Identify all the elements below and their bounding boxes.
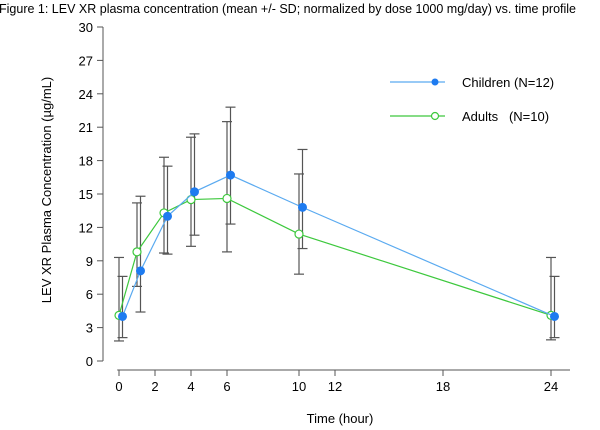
y-tick-label: 15 — [79, 187, 93, 202]
legend: Children (N=12) Adults (N=10) — [390, 75, 554, 124]
legend-item-adults: Adults (N=10) — [390, 109, 549, 124]
data-point-adults — [132, 247, 142, 257]
data-point-children — [118, 311, 127, 321]
x-tick-label: 2 — [151, 379, 158, 394]
data-point-children — [298, 202, 307, 212]
y-axis-label: LEV XR Plasma Concentration (µg/mL) — [39, 77, 54, 303]
data-point-adults — [222, 193, 232, 204]
y-tick-label: 9 — [86, 254, 93, 269]
data-point-children — [163, 211, 172, 221]
x-tick-label: 24 — [544, 379, 558, 394]
data-point-adults — [294, 229, 304, 239]
y-axis: 0 3 6 9 12 15 18 21 24 27 30 — [79, 20, 104, 369]
legend-label-adults: Adults (N=10) — [462, 109, 549, 124]
x-axis: 0 2 4 6 10 12 18 24 — [115, 369, 570, 394]
y-tick-label: 24 — [79, 87, 93, 102]
legend-marker-children — [431, 78, 439, 86]
y-tick-label: 18 — [79, 154, 93, 169]
legend-label-children: Children (N=12) — [462, 75, 554, 90]
error-bars-adults — [114, 121, 556, 342]
x-tick-label: 12 — [328, 379, 342, 394]
plot-area — [114, 106, 560, 342]
y-tick-label: 12 — [79, 220, 93, 235]
y-tick-label: 6 — [86, 287, 93, 302]
y-tick-label: 0 — [86, 354, 93, 369]
y-tick-label: 30 — [79, 20, 93, 35]
x-axis-label: Time (hour) — [307, 411, 374, 426]
y-tick-label: 3 — [86, 321, 93, 336]
x-tick-label: 4 — [187, 379, 194, 394]
y-tick-label: 21 — [79, 120, 93, 135]
legend-marker-adults — [430, 111, 440, 121]
data-point-children — [226, 170, 235, 180]
data-point-children — [136, 266, 145, 276]
x-tick-label: 0 — [115, 379, 122, 394]
series-line-adults — [118, 197, 552, 316]
data-point-children — [550, 311, 559, 321]
x-tick-label: 18 — [436, 379, 450, 394]
x-tick-label: 6 — [223, 379, 230, 394]
data-point-children — [190, 187, 199, 197]
chart-title: Figure 1: LEV XR plasma concentration (m… — [0, 2, 576, 16]
legend-item-children: Children (N=12) — [390, 75, 554, 90]
x-tick-label: 10 — [292, 379, 306, 394]
y-tick-label: 27 — [79, 53, 93, 68]
